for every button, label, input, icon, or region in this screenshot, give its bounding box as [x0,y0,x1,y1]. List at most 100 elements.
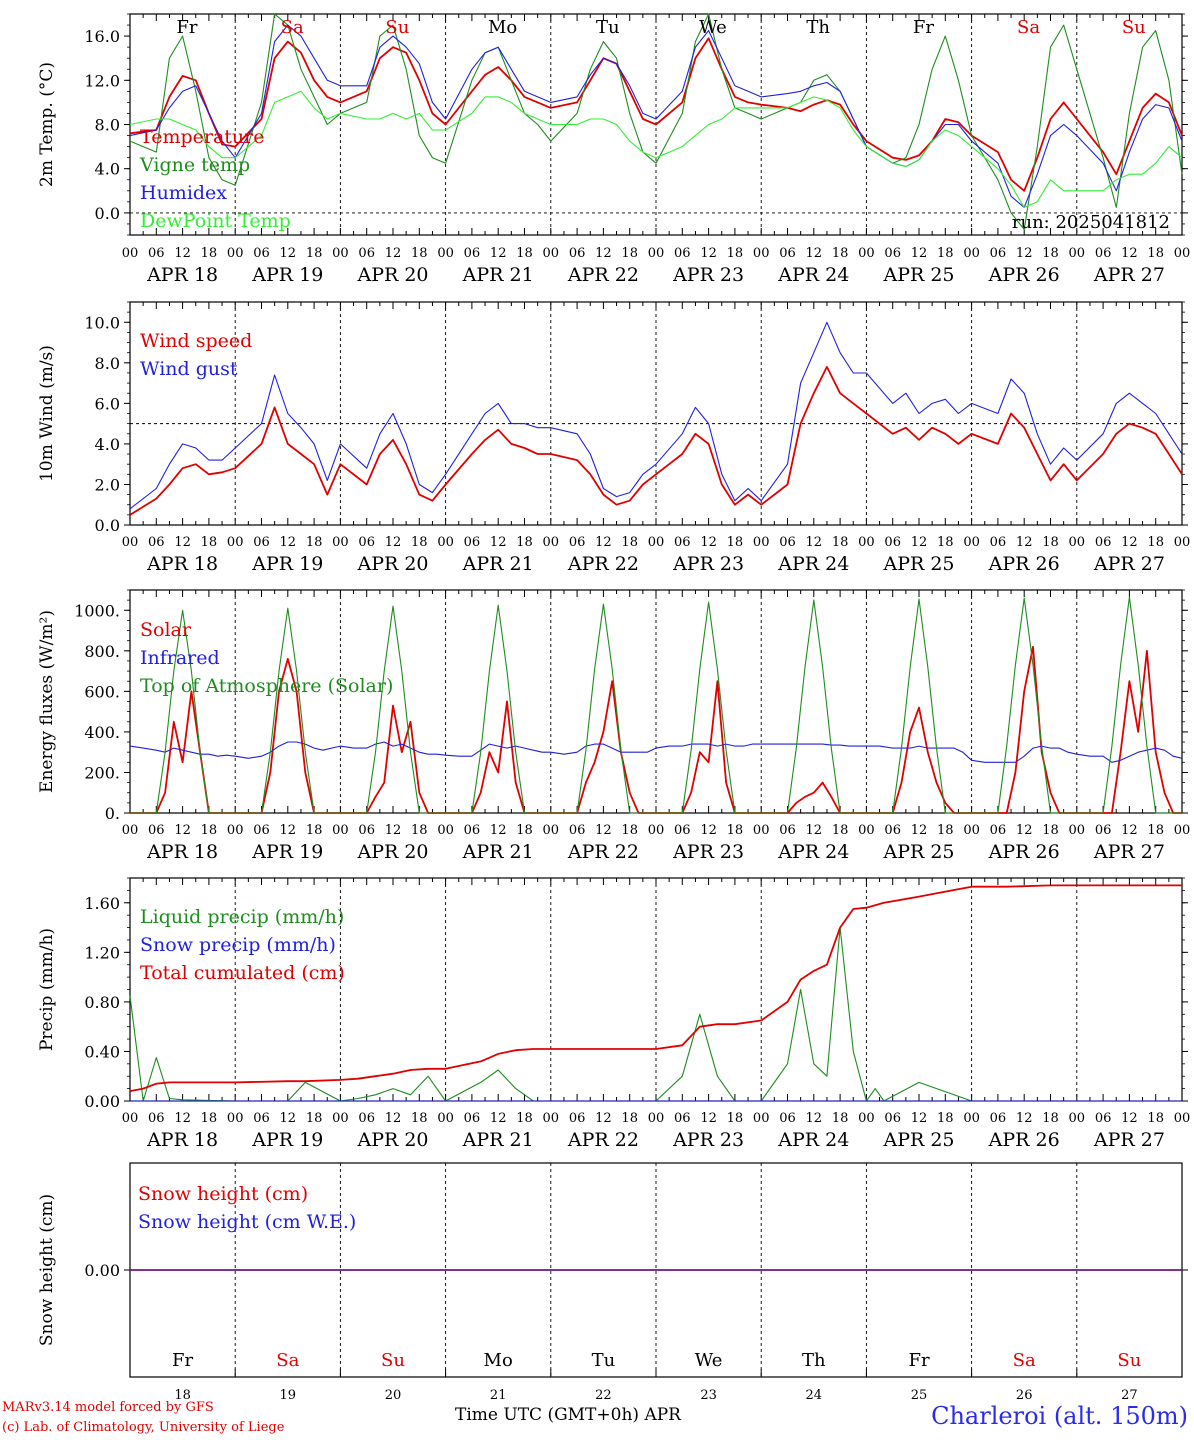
hour-tick-label: 12 [385,535,402,550]
y-tick-label: 1.60 [84,894,120,913]
hour-tick-label: 18 [516,823,533,838]
day-label: APR 18 [146,553,218,575]
day-label: APR 26 [988,841,1060,863]
legend-entry: Total cumulated (cm) [140,962,345,984]
hour-tick-label: 18 [411,823,428,838]
hour-tick-label: 00 [753,246,770,261]
hour-tick-label: 00 [332,535,349,550]
hour-tick-label: 00 [963,1111,980,1126]
weekday-label-bottom: Su [381,1350,405,1371]
hour-tick-label: 00 [858,1111,875,1126]
day-label: APR 19 [251,264,323,286]
series-line-3 [130,596,1182,814]
series-line-2 [129,321,1183,510]
hour-tick-label: 18 [1147,1111,1164,1126]
hour-tick-label: 18 [306,246,323,261]
weekday-label: Su [1122,17,1146,38]
day-number: 23 [700,1388,717,1403]
hour-tick-label: 00 [1069,246,1086,261]
day-label: APR 23 [672,841,744,863]
series-line-2 [129,741,1183,763]
hour-tick-label: 12 [911,535,928,550]
day-number: 26 [1016,1388,1033,1403]
hour-tick-label: 00 [1174,246,1191,261]
day-label: APR 21 [462,1129,534,1151]
y-tick-label: 0. [105,804,120,823]
hour-tick-label: 00 [1174,535,1191,550]
hour-tick-label: 00 [1069,823,1086,838]
day-label: APR 27 [1093,1129,1165,1151]
hour-tick-label: 06 [884,1111,901,1126]
hour-tick-label: 06 [569,535,586,550]
y-axis-label: Precip (mm/h) [37,928,57,1051]
station-name: Charleroi (alt. 150m) [931,1402,1188,1430]
hour-tick-label: 18 [621,535,638,550]
hour-tick-label: 18 [1042,823,1059,838]
hour-tick-label: 06 [148,1111,165,1126]
hour-tick-label: 06 [253,823,270,838]
day-label: APR 25 [882,553,954,575]
hour-tick-label: 18 [832,823,849,838]
y-axis-label: Snow height (cm) [37,1194,57,1346]
hour-tick-label: 12 [911,246,928,261]
weekday-label: Su [385,17,409,38]
y-tick-label: 10.0 [84,313,120,332]
y-axis-label: 2m Temp. (°C) [37,62,57,187]
y-tick-label: 8.0 [95,354,120,373]
day-label: APR 24 [777,1129,849,1151]
weekday-label-bottom: Su [1117,1350,1141,1371]
hour-tick-label: 00 [858,535,875,550]
y-tick-label: 0.80 [84,993,120,1012]
hour-tick-label: 12 [490,246,507,261]
y-tick-label: 0.40 [84,1042,120,1061]
y-axis: 0.00 [84,1261,1188,1280]
hour-tick-label: 12 [595,246,612,261]
day-label: APR 19 [251,553,323,575]
day-label: APR 21 [462,841,534,863]
hour-tick-label: 18 [1042,535,1059,550]
hour-tick-label: 18 [306,823,323,838]
hour-tick-label: 18 [1042,246,1059,261]
hour-tick-label: 12 [911,823,928,838]
day-label: APR 25 [882,1129,954,1151]
hour-tick-label: 06 [1095,246,1112,261]
hour-tick-label: 06 [358,1111,375,1126]
hour-tick-label: 00 [963,823,980,838]
y-tick-label: 0.0 [95,204,120,223]
hour-tick-label: 06 [1095,823,1112,838]
hour-tick-label: 06 [569,246,586,261]
day-number: 20 [385,1388,402,1403]
hour-tick-label: 18 [832,246,849,261]
hour-tick-label: 06 [779,823,796,838]
hour-tick-label: 18 [201,823,218,838]
hour-tick-label: 18 [937,1111,954,1126]
legend-entry: Solar [140,619,192,641]
hour-tick-label: 12 [174,535,191,550]
legend-entry: Wind speed [140,330,252,352]
series-line-2 [129,13,1183,231]
weekday-label: Sa [281,17,304,38]
day-number: 24 [806,1388,823,1403]
hour-tick-label: 18 [727,1111,744,1126]
hour-tick-label: 12 [174,1111,191,1126]
hour-tick-label: 12 [700,823,717,838]
x-axis-title: Time UTC (GMT+0h) APR [455,1405,681,1425]
day-label: APR 20 [356,841,428,863]
y-tick-label: 0.00 [84,1092,120,1111]
hour-tick-label: 12 [806,1111,823,1126]
hour-tick-label: 12 [1121,823,1138,838]
hour-tick-label: 12 [385,823,402,838]
y-tick-label: 16.0 [84,27,120,46]
day-label: APR 20 [356,553,428,575]
y-tick-label: 800. [84,642,120,661]
y-axis-label: Energy fluxes (W/m²) [37,610,57,793]
legend-entry: Wind gust [140,358,238,380]
y-tick-label: 0.0 [95,516,120,535]
series-line-3 [129,24,1183,208]
weekday-label: Mo [488,17,517,38]
hour-tick-label: 12 [174,246,191,261]
hour-tick-label: 06 [253,535,270,550]
hour-tick-label: 00 [227,1111,244,1126]
hour-tick-label: 00 [437,823,454,838]
hour-tick-label: 06 [358,823,375,838]
